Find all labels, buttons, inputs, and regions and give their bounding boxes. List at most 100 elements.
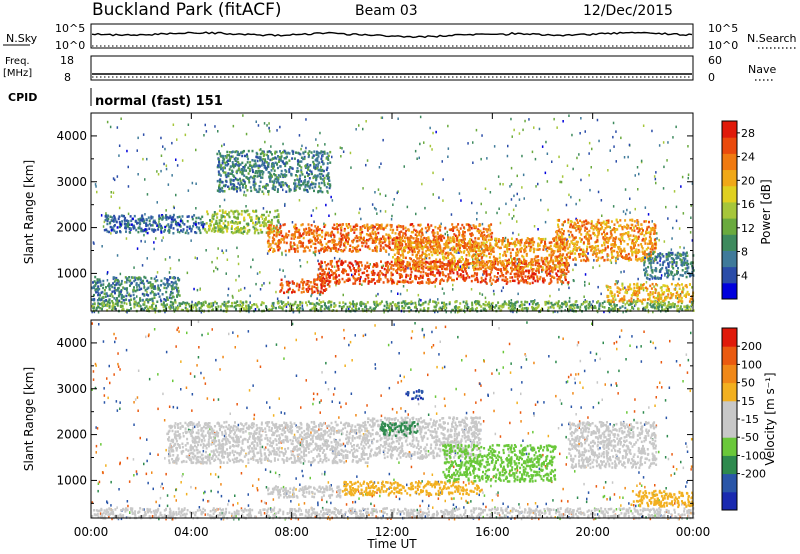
echo-point bbox=[262, 157, 265, 161]
speckle-point bbox=[101, 245, 103, 248]
echo-point bbox=[316, 238, 318, 242]
echo-point bbox=[261, 170, 264, 173]
echo-point bbox=[560, 275, 562, 279]
echo-point bbox=[376, 280, 379, 283]
speckle-point bbox=[659, 259, 661, 263]
echo-point bbox=[151, 305, 153, 308]
echo-point bbox=[136, 288, 139, 292]
speckle-point bbox=[173, 206, 175, 210]
echo-point bbox=[234, 216, 237, 220]
echo-point bbox=[165, 296, 168, 299]
echo-point bbox=[113, 280, 116, 283]
echo-point bbox=[115, 297, 118, 300]
echo-point bbox=[238, 152, 241, 156]
echo-point bbox=[384, 274, 387, 277]
speckle-point bbox=[440, 222, 442, 226]
noise-left-tick-top: 10^5 bbox=[55, 22, 85, 35]
echo-point bbox=[282, 183, 285, 187]
speckle-point bbox=[94, 183, 97, 186]
speckle-point bbox=[142, 133, 145, 136]
echo-point bbox=[416, 234, 418, 238]
speckle-point bbox=[510, 198, 513, 201]
echo-point bbox=[338, 280, 341, 284]
speckle-point bbox=[672, 226, 674, 230]
echo-point bbox=[226, 308, 229, 312]
speckle-point bbox=[670, 248, 673, 251]
echo-point bbox=[453, 226, 456, 229]
echo-point bbox=[384, 249, 387, 252]
echo-point bbox=[584, 300, 587, 304]
echo-point bbox=[510, 308, 513, 311]
echo-point bbox=[210, 220, 213, 223]
speckle-point bbox=[614, 295, 616, 298]
echo-point bbox=[461, 223, 464, 227]
echo-point bbox=[370, 280, 373, 283]
echo-point bbox=[244, 163, 247, 166]
echo-point bbox=[382, 235, 385, 239]
noise-right-tick-bottom: 10^0 bbox=[708, 39, 738, 52]
echo-point bbox=[251, 159, 254, 162]
echo-point bbox=[274, 156, 277, 159]
echo-point bbox=[172, 276, 175, 280]
speckle-point bbox=[642, 124, 645, 127]
echo-point bbox=[290, 247, 293, 251]
echo-point bbox=[294, 174, 297, 177]
echo-point bbox=[267, 214, 270, 217]
echo-point bbox=[379, 247, 382, 251]
echo-point bbox=[300, 184, 303, 187]
echo-point bbox=[158, 215, 161, 218]
echo-point bbox=[224, 171, 227, 174]
echo-point bbox=[116, 278, 119, 282]
echo-point bbox=[385, 308, 388, 312]
echo-point bbox=[307, 168, 310, 171]
echo-point bbox=[321, 154, 324, 158]
echo-point bbox=[270, 218, 273, 222]
echo-point bbox=[565, 266, 568, 269]
echo-point bbox=[293, 189, 296, 192]
echo-point bbox=[374, 282, 376, 285]
echo-point bbox=[444, 274, 447, 278]
echo-point bbox=[315, 227, 318, 230]
echo-point bbox=[398, 261, 401, 264]
echo-point bbox=[603, 300, 606, 303]
echo-point bbox=[552, 306, 555, 310]
echo-point bbox=[320, 241, 322, 244]
echo-point bbox=[367, 273, 370, 277]
echo-point bbox=[233, 215, 236, 219]
echo-point bbox=[211, 213, 214, 217]
speckle-point bbox=[457, 308, 459, 311]
echo-point bbox=[530, 263, 533, 266]
echo-point bbox=[587, 306, 590, 310]
echo-point bbox=[282, 301, 285, 304]
echo-point bbox=[172, 281, 175, 285]
echo-point bbox=[91, 286, 94, 289]
speckle-point bbox=[658, 238, 660, 242]
echo-point bbox=[479, 229, 482, 233]
echo-point bbox=[268, 236, 271, 239]
echo-point bbox=[400, 301, 403, 305]
echo-point bbox=[308, 185, 311, 188]
echo-point bbox=[269, 174, 272, 177]
speckle-point bbox=[380, 162, 382, 165]
echo-point bbox=[458, 231, 461, 235]
echo-point bbox=[314, 166, 317, 169]
echo-point bbox=[308, 177, 311, 180]
speckle-point bbox=[397, 292, 399, 295]
speckle-point bbox=[260, 148, 262, 151]
speckle-point bbox=[622, 210, 625, 213]
speckle-point bbox=[313, 220, 315, 223]
echo-point bbox=[318, 233, 321, 237]
speckle-point bbox=[509, 185, 511, 188]
echo-point bbox=[396, 282, 399, 286]
echo-point bbox=[559, 270, 562, 273]
echo-point bbox=[238, 230, 241, 234]
speckle-point bbox=[275, 290, 277, 294]
speckle-point bbox=[217, 130, 219, 133]
echo-point bbox=[372, 265, 375, 269]
echo-point bbox=[221, 160, 224, 163]
echo-point bbox=[423, 236, 426, 240]
echo-point bbox=[278, 160, 280, 163]
echo-point bbox=[462, 276, 465, 279]
speckle-point bbox=[222, 251, 225, 255]
echo-point bbox=[499, 275, 502, 278]
